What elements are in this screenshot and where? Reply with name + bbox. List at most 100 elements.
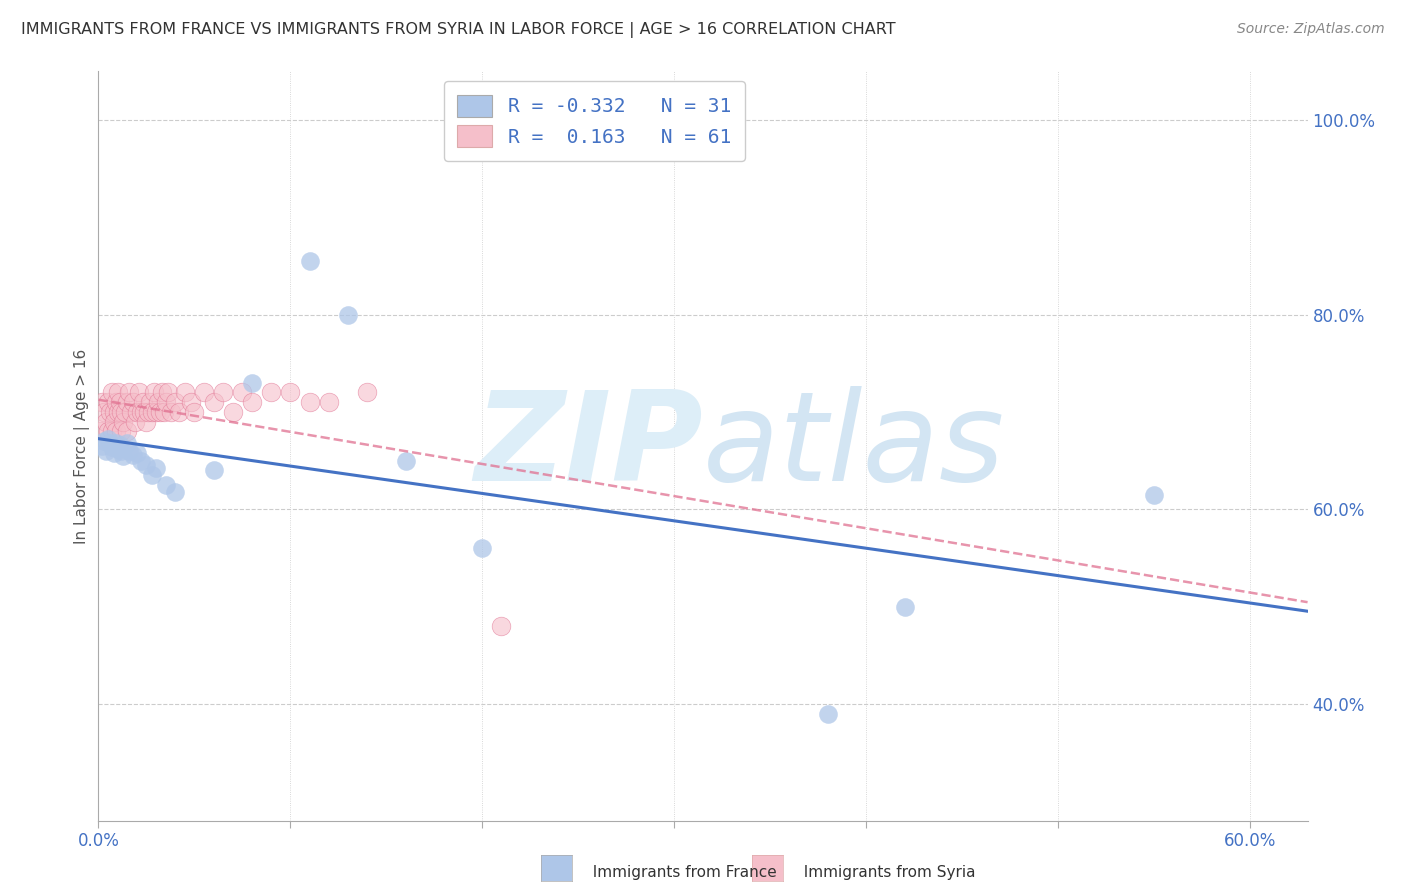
Point xyxy=(298,395,321,409)
Y-axis label: In Labor Force | Age > 16: In Labor Force | Age > 16 xyxy=(75,349,90,543)
Point xyxy=(202,395,225,409)
Point xyxy=(115,425,138,439)
Point xyxy=(173,385,195,400)
Point xyxy=(97,432,120,446)
Point xyxy=(115,395,138,409)
Point xyxy=(118,385,141,400)
Point xyxy=(122,448,145,462)
Point xyxy=(108,395,131,409)
Point xyxy=(104,425,127,439)
Point xyxy=(136,405,159,419)
Point xyxy=(1143,488,1166,502)
Point xyxy=(115,436,138,450)
Point xyxy=(97,425,120,439)
Point xyxy=(202,463,225,477)
Point xyxy=(104,436,127,450)
Point xyxy=(101,425,124,439)
Point xyxy=(165,395,187,409)
Point xyxy=(129,453,152,467)
Point xyxy=(318,395,340,409)
Point xyxy=(150,385,173,400)
Point xyxy=(91,439,114,453)
Point xyxy=(94,415,117,429)
Point xyxy=(110,405,132,419)
Point xyxy=(125,405,148,419)
Point xyxy=(94,443,117,458)
Point xyxy=(118,443,141,458)
Text: Source: ZipAtlas.com: Source: ZipAtlas.com xyxy=(1237,22,1385,37)
Point xyxy=(98,436,121,450)
Point xyxy=(131,395,153,409)
Point xyxy=(231,385,253,400)
Point xyxy=(145,405,167,419)
Point xyxy=(141,468,163,483)
Point xyxy=(141,405,163,419)
Point xyxy=(93,434,115,449)
Point xyxy=(122,395,145,409)
Point xyxy=(107,385,129,400)
Point xyxy=(103,405,125,419)
Point xyxy=(280,385,302,400)
Legend: R = -0.332   N = 31, R =  0.163   N = 61: R = -0.332 N = 31, R = 0.163 N = 61 xyxy=(444,81,745,161)
Point xyxy=(145,461,167,475)
Point xyxy=(180,395,202,409)
Point xyxy=(155,478,177,492)
Text: ZIP: ZIP xyxy=(474,385,703,507)
Point xyxy=(110,425,132,439)
Point xyxy=(240,376,263,390)
Point xyxy=(160,405,183,419)
Point xyxy=(135,458,157,473)
Point xyxy=(356,385,378,400)
Point xyxy=(129,405,152,419)
Point xyxy=(101,440,124,454)
Point xyxy=(167,405,190,419)
Point xyxy=(139,395,162,409)
Point xyxy=(101,385,124,400)
Point xyxy=(108,438,131,452)
Point xyxy=(298,254,321,268)
Point xyxy=(89,425,111,439)
Point xyxy=(143,385,166,400)
Point xyxy=(394,453,416,467)
Point xyxy=(135,415,157,429)
Point xyxy=(155,395,177,409)
Text: atlas: atlas xyxy=(703,385,1005,507)
Text: IMMIGRANTS FROM FRANCE VS IMMIGRANTS FROM SYRIA IN LABOR FORCE | AGE > 16 CORREL: IMMIGRANTS FROM FRANCE VS IMMIGRANTS FRO… xyxy=(21,22,896,38)
Point xyxy=(98,405,121,419)
Point xyxy=(817,706,839,721)
Point xyxy=(97,395,120,409)
Point xyxy=(156,385,179,400)
Point xyxy=(107,442,129,456)
Point xyxy=(107,405,129,419)
Point xyxy=(128,385,150,400)
Point xyxy=(114,405,136,419)
Point xyxy=(91,395,114,409)
Point xyxy=(193,385,215,400)
Point xyxy=(103,446,125,460)
Point xyxy=(222,405,245,419)
Point xyxy=(336,308,359,322)
Point xyxy=(152,405,174,419)
Point xyxy=(125,446,148,460)
Point xyxy=(893,599,915,614)
Point xyxy=(104,395,127,409)
Point xyxy=(110,443,132,458)
Point xyxy=(165,484,187,499)
Point xyxy=(120,405,142,419)
Point xyxy=(183,405,205,419)
Point xyxy=(149,405,172,419)
Point xyxy=(112,415,135,429)
Point xyxy=(212,385,235,400)
Text: Immigrants from France: Immigrants from France xyxy=(583,865,778,880)
Point xyxy=(124,415,146,429)
Point xyxy=(240,395,263,409)
Point xyxy=(491,619,513,633)
Point xyxy=(260,385,283,400)
Text: Immigrants from Syria: Immigrants from Syria xyxy=(794,865,976,880)
Point xyxy=(93,405,115,419)
Point xyxy=(103,415,125,429)
Point xyxy=(471,541,494,556)
Point xyxy=(146,395,169,409)
Point xyxy=(112,449,135,463)
Point xyxy=(134,405,156,419)
